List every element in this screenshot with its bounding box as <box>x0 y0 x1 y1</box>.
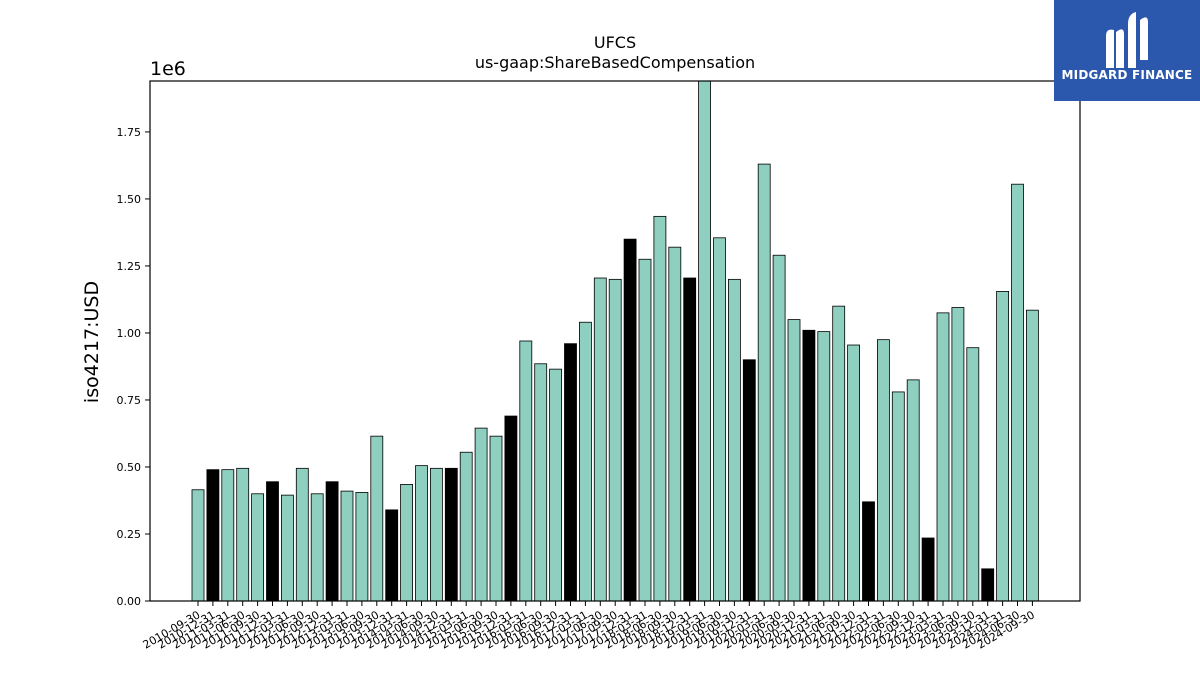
y-tick-label: 1.25 <box>117 260 142 273</box>
bar-2021-09-30 <box>847 344 860 602</box>
y-tick-label: 0.25 <box>117 528 142 541</box>
bar-2014-06-30 <box>415 465 428 602</box>
bar-2018-12-31 <box>683 277 697 602</box>
y-tick-label: 1.00 <box>117 327 142 340</box>
bar-2011-03-31 <box>221 469 235 602</box>
bars-group <box>191 80 1039 602</box>
bar-2017-12-31 <box>623 238 637 602</box>
bar-2010-12-31 <box>206 469 220 602</box>
bar-2023-12-31 <box>981 568 995 602</box>
bar-2022-12-31 <box>921 537 935 602</box>
bar-2013-03-31 <box>340 490 354 602</box>
y-tick-label: 0.75 <box>117 394 142 407</box>
bar-2015-06-30 <box>474 427 488 602</box>
bar-2023-06-30 <box>951 307 965 602</box>
brand-logo: MIDGARD FINANCE <box>1054 0 1200 101</box>
bar-2013-12-31 <box>385 509 399 602</box>
bar-2022-03-31 <box>877 339 890 602</box>
chart-title: UFCS <box>594 33 636 52</box>
bar-2013-09-30 <box>370 435 384 602</box>
bar-2014-09-30 <box>429 467 443 602</box>
bar-2012-06-30 <box>295 467 309 602</box>
y-tick-label: 1.75 <box>117 126 142 139</box>
bar-2021-03-31 <box>817 331 831 602</box>
bar-2016-06-30 <box>534 363 548 602</box>
bar-2018-09-30 <box>668 246 682 602</box>
y-multiplier-label: 1e6 <box>150 58 186 80</box>
bar-2014-03-31 <box>400 484 414 602</box>
bar-2011-09-30 <box>251 493 265 602</box>
y-tick-label: 1.50 <box>117 193 142 206</box>
bar-2019-06-30 <box>713 237 726 602</box>
bar-2020-03-31 <box>757 163 771 602</box>
bar-2023-09-30 <box>966 347 980 602</box>
bar-2012-09-30 <box>310 493 324 602</box>
bar-2011-12-31 <box>266 481 279 602</box>
bar-2015-12-31 <box>504 415 518 602</box>
bar-2012-03-31 <box>280 494 294 602</box>
bar-2019-09-30 <box>728 278 741 602</box>
plot-frame <box>149 80 1081 602</box>
y-axis-label: iso4217:USD <box>81 281 103 403</box>
brand-name: MIDGARD FINANCE <box>1061 68 1193 82</box>
bar-2022-09-30 <box>906 379 920 602</box>
bar-2012-12-31 <box>325 481 339 602</box>
bar-2015-09-30 <box>489 435 503 602</box>
bar-2020-09-30 <box>787 319 801 602</box>
bar-2017-09-30 <box>608 278 622 602</box>
bar-2016-03-31 <box>519 340 533 602</box>
bar-2021-12-31 <box>862 501 875 602</box>
bar-2020-12-31 <box>802 329 816 602</box>
bar-2021-06-30 <box>832 305 846 602</box>
bar-2018-06-30 <box>653 215 667 602</box>
y-tick-label: 0.00 <box>117 595 142 608</box>
bar-2018-03-31 <box>638 258 652 602</box>
bar-2015-03-31 <box>459 451 473 602</box>
bar-2017-06-30 <box>593 277 607 602</box>
bar-2024-09-30 <box>1026 309 1039 602</box>
bar-2014-12-31 <box>444 467 458 602</box>
y-ticks-group: 0.00 0.25 0.50 0.75 1.00 1.25 1.50 1.75 <box>117 126 150 608</box>
bar-2011-06-30 <box>236 467 250 602</box>
bar-2016-12-31 <box>564 343 577 602</box>
bar-2024-06-30 <box>1011 183 1024 602</box>
chart-subtitle: us-gaap:ShareBasedCompensation <box>475 53 755 72</box>
bar-2019-03-31 <box>698 80 711 602</box>
bar-2019-12-31 <box>742 359 756 602</box>
bar-2022-06-30 <box>891 391 905 602</box>
bar-2020-06-30 <box>772 254 786 602</box>
x-ticks-group: 2010-09-302010-12-312011-03-312011-06-30… <box>141 601 1037 652</box>
bar-2010-09-30 <box>191 489 205 602</box>
bar-2023-03-31 <box>936 312 950 602</box>
y-tick-label: 0.50 <box>117 461 142 474</box>
bar-2016-09-30 <box>549 368 562 602</box>
bar-2024-03-31 <box>996 291 1009 602</box>
bar-2017-03-31 <box>579 321 592 602</box>
bar-2013-06-30 <box>355 492 369 602</box>
midgard-logo-icon <box>1106 12 1148 69</box>
